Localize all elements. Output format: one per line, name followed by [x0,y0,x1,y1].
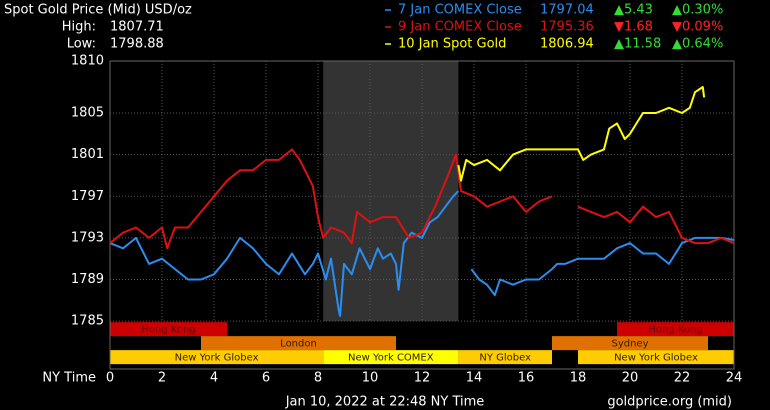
session-label: New York Globex [175,353,259,364]
legend-change-pct: ▼0.09% [672,20,723,35]
x-tick-label: 18 [570,371,587,386]
series-line [109,148,735,250]
session-label: Hong Kong [141,325,195,336]
x-tick-label: 8 [314,371,322,386]
session-label: New York COMEX [348,353,434,364]
session-label: Hong Kong [648,325,702,336]
y-tick-label: 1785 [71,314,104,329]
x-tick-label: 6 [262,371,270,386]
x-tick-label: 22 [674,371,691,386]
session-label: NY Globex [479,353,531,364]
chart-title: Spot Gold Price (Mid) USD/oz [4,3,192,18]
session-bar [201,336,396,351]
shaded-region [323,61,459,322]
high-value: 1807.71 [110,20,164,35]
y-tick-label: 1801 [71,147,104,162]
legend-change: ▼1.68 [614,20,653,35]
y-tick-label: 1797 [71,189,104,204]
x-tick-label: 16 [518,371,535,386]
x-axis-label: NY Time [42,371,96,386]
legend-change: ▲11.58 [614,37,661,52]
y-tick-label: 1789 [71,272,104,287]
low-value: 1798.88 [110,37,164,52]
legend-name: 10 Jan Spot Gold [398,37,506,52]
series-line [457,86,706,182]
low-label: Low: [67,37,96,52]
session-label: New York Globex [614,353,698,364]
high-label: High: [62,20,96,35]
session-bar [617,322,734,337]
y-tick-label: 1793 [71,230,104,245]
session-label: London [280,339,317,350]
x-tick-label: 24 [726,371,743,386]
legend-name: 9 Jan COMEX Close [398,20,522,35]
session-bar [458,350,552,365]
x-tick-label: 0 [106,371,114,386]
x-tick-label: 20 [622,371,639,386]
session-bar [552,336,708,351]
x-tick-label: 14 [466,371,483,386]
session-bar [110,322,227,337]
session-bar [578,350,734,365]
y-tick-label: 1805 [71,106,104,121]
footer: Jan 10, 2022 at 22:48 NY Time [285,395,485,410]
y-tick-label: 1810 [71,54,104,69]
session-bar [323,350,459,365]
legend-close: 1795.36 [540,20,594,35]
legend-close: 1806.94 [540,37,594,52]
plot-frame [109,60,735,370]
x-tick-label: 2 [158,371,166,386]
legend-change-pct: ▲0.30% [672,3,723,18]
session-bar [110,350,324,365]
legend-change: ▲5.43 [614,3,653,18]
legend-name: 7 Jan COMEX Close [398,3,522,18]
x-tick-label: 10 [362,371,379,386]
session-label: Sydney [611,339,648,350]
x-tick-label: 12 [414,371,431,386]
x-tick-label: 4 [210,371,218,386]
source: goldprice.org (mid) [607,395,732,410]
legend-change-pct: ▲0.64% [672,37,723,52]
legend-close: 1797.04 [540,3,594,18]
